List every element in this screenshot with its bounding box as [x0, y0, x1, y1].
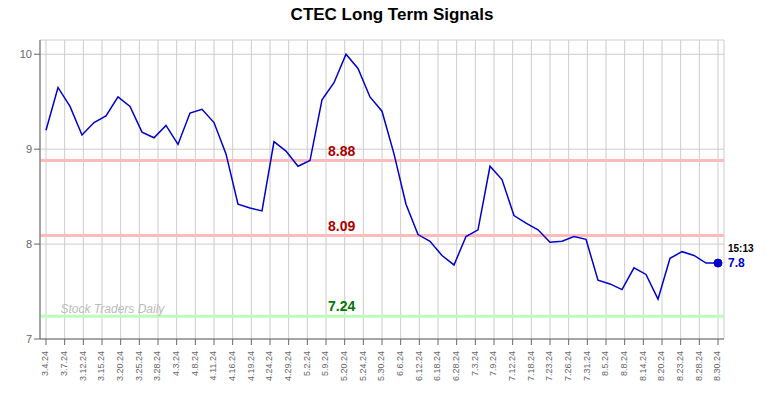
- svg-text:4.3.24: 4.3.24: [171, 351, 181, 376]
- svg-text:7.18.24: 7.18.24: [526, 351, 536, 381]
- svg-text:5.30.24: 5.30.24: [376, 351, 386, 381]
- svg-text:6.12.24: 6.12.24: [414, 351, 424, 381]
- svg-text:3.28.24: 3.28.24: [152, 351, 162, 381]
- svg-text:3.12.24: 3.12.24: [78, 351, 88, 381]
- svg-text:10: 10: [20, 48, 32, 60]
- svg-text:8.30.24: 8.30.24: [712, 351, 722, 381]
- html-text:CTEC Long Term Signals: CTEC Long Term Signals: [290, 5, 494, 24]
- svg-text:5.20.24: 5.20.24: [339, 351, 349, 381]
- svg-text:8.09: 8.09: [328, 218, 355, 234]
- svg-text:3.7.24: 3.7.24: [59, 351, 69, 376]
- svg-text:8.5.24: 8.5.24: [600, 351, 610, 376]
- svg-text:9: 9: [26, 143, 32, 155]
- svg-text:8.14.24: 8.14.24: [638, 351, 648, 381]
- svg-text:4.19.24: 4.19.24: [246, 351, 256, 381]
- svg-text:5.24.24: 5.24.24: [358, 351, 368, 381]
- svg-text:8.88: 8.88: [328, 143, 355, 159]
- svg-text:7.31.24: 7.31.24: [582, 351, 592, 381]
- svg-text:4.29.24: 4.29.24: [283, 351, 293, 381]
- svg-text:3.4.24: 3.4.24: [40, 351, 50, 376]
- svg-text:3.25.24: 3.25.24: [134, 351, 144, 381]
- svg-text:8.8.24: 8.8.24: [619, 351, 629, 376]
- svg-text:6.18.24: 6.18.24: [432, 351, 442, 381]
- svg-text:Stock Traders Daily: Stock Traders Daily: [61, 302, 166, 316]
- svg-text:3.15.24: 3.15.24: [96, 351, 106, 381]
- svg-text:4.24.24: 4.24.24: [264, 351, 274, 381]
- svg-text:6.28.24: 6.28.24: [451, 351, 461, 381]
- svg-text:8.20.24: 8.20.24: [656, 351, 666, 381]
- svg-text:4.8.24: 4.8.24: [190, 351, 200, 376]
- svg-text:7.12.24: 7.12.24: [507, 351, 517, 381]
- svg-text:7: 7: [26, 333, 32, 345]
- svg-text:8.23.24: 8.23.24: [675, 351, 685, 381]
- svg-text:7.23.24: 7.23.24: [544, 351, 554, 381]
- svg-text:7.26.24: 7.26.24: [563, 351, 573, 381]
- svg-text:7.24: 7.24: [328, 298, 355, 314]
- svg-text:7.9.24: 7.9.24: [488, 351, 498, 376]
- svg-text:3.20.24: 3.20.24: [115, 351, 125, 381]
- svg-text:7.3.24: 7.3.24: [470, 351, 480, 376]
- svg-text:8: 8: [26, 238, 32, 250]
- svg-text:5.2.24: 5.2.24: [302, 351, 312, 376]
- svg-text:6.6.24: 6.6.24: [395, 351, 405, 376]
- svg-text:8.28.24: 8.28.24: [694, 351, 704, 381]
- svg-text:5.9.24: 5.9.24: [320, 351, 330, 376]
- svg-text:4.11.24: 4.11.24: [208, 351, 218, 380]
- svg-text:15:13: 15:13: [728, 243, 754, 254]
- svg-text:7.8: 7.8: [728, 256, 745, 270]
- svg-text:4.16.24: 4.16.24: [227, 351, 237, 381]
